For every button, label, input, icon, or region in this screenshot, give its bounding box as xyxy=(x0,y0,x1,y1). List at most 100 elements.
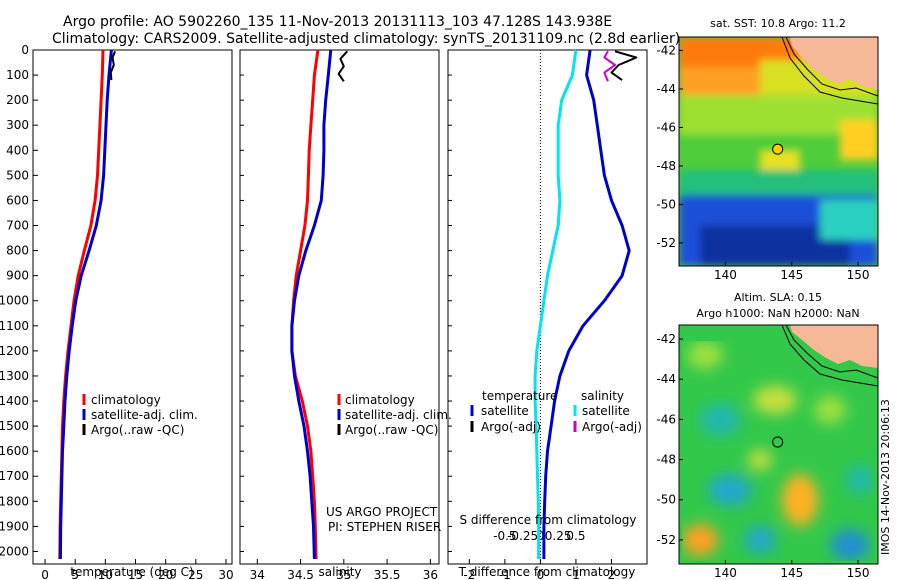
map-y-tick-label: -50 xyxy=(656,493,676,507)
map-y-tick-label: -52 xyxy=(656,236,676,250)
y-tick-label: 800 xyxy=(6,244,29,258)
legend-label-t-satellite: satellite xyxy=(481,404,529,418)
pi-label: PI: STEPHEN RISER xyxy=(328,520,441,534)
watermark: IMOS 14-Nov-2013 20:06:13 xyxy=(879,399,892,555)
x-tick-label: 15 xyxy=(128,568,143,580)
map-y-tick-label: -46 xyxy=(656,120,676,134)
tasmania-land xyxy=(790,325,878,368)
legend-label-t-argo: Argo(-adj) xyxy=(481,420,541,434)
series-line-climatology xyxy=(58,49,105,560)
x-tick-label: 2 xyxy=(608,568,616,580)
y-tick-label: 1700 xyxy=(0,469,29,483)
y-tick-label: 500 xyxy=(6,168,29,182)
y-tick-label: 1600 xyxy=(0,444,29,458)
y-tick-label: 1200 xyxy=(0,344,29,358)
sst-profile-marker xyxy=(772,143,784,155)
legend-label-argo: Argo(..raw -QC) xyxy=(91,423,184,437)
temperature-panel: 0 5 10 15 20 25 300100200300400500600700800900… xyxy=(0,43,234,580)
y-tick-label: 1800 xyxy=(0,494,29,508)
x-tick-label: 0 xyxy=(41,568,49,580)
x-tick-label: -2 xyxy=(463,568,475,580)
legend-label-satellite: satellite-adj. clim. xyxy=(345,408,452,422)
map-y-tick-label: -42 xyxy=(656,332,676,346)
tasmania-land xyxy=(790,37,878,90)
project-label: US ARGO PROJECT xyxy=(326,505,438,519)
salinity-panel: 34 34.5 35 35.5 36 salinity climatology sate… xyxy=(239,49,452,580)
s-tick-label: -0.5 xyxy=(493,529,516,543)
y-tick-label: 1000 xyxy=(0,294,29,308)
title-line-1: Argo profile: AO 5902260_135 11-Nov-2013… xyxy=(63,14,612,30)
map-y-tick-label: -46 xyxy=(656,412,676,426)
map-y-tick-label: -48 xyxy=(656,453,676,467)
s-tick-label: 0 xyxy=(537,529,545,543)
y-tick-label: 300 xyxy=(6,118,29,132)
map-x-tick-label: 145 xyxy=(780,268,803,282)
x-tick-label: 0 xyxy=(537,568,545,580)
legend-label-s-satellite: satellite xyxy=(582,404,630,418)
s-tick-label: -0.25 xyxy=(507,529,538,543)
sla-map-subtitle: Argo h1000: NaN h2000: NaN xyxy=(696,307,859,320)
series-line-satellite-adj-clim- xyxy=(58,49,113,560)
series-line-satellite xyxy=(533,49,578,559)
y-tick-label: 900 xyxy=(6,269,29,283)
series-line-argo-adj- xyxy=(610,50,638,81)
series-line-argo-raw-qc- xyxy=(109,50,116,81)
salinity-legend: climatology satellite-adj. clim. Argo(..… xyxy=(337,393,452,437)
x-tick-label: 35.5 xyxy=(374,568,401,580)
map-y-tick-label: -44 xyxy=(656,372,676,386)
x-tick-label: 34 xyxy=(250,568,265,580)
legend-head-temperature: temperature xyxy=(482,389,557,403)
title-line-2: Climatology: CARS2009. Satellite-adjuste… xyxy=(52,31,680,47)
legend-label-s-argo: Argo(-adj) xyxy=(582,420,642,434)
map-y-tick-label: -44 xyxy=(656,82,676,96)
x-tick-label: 34.5 xyxy=(287,568,314,580)
s-tick-label: 0.5 xyxy=(566,529,585,543)
y-tick-label: 400 xyxy=(6,143,29,157)
x-tick-label: 35 xyxy=(336,568,351,580)
t-diff-xlabel: T difference from climatology xyxy=(458,565,636,579)
series-line-argo-adj- xyxy=(603,50,616,82)
series-line-argo-raw-qc- xyxy=(337,50,349,82)
x-tick-label: 30 xyxy=(218,568,233,580)
map-y-tick-label: -42 xyxy=(656,43,676,57)
x-tick-label: 36 xyxy=(423,568,438,580)
sst-map: sat. SST: 10.8 Argo: 11.2 140 145 150 -42 -4… xyxy=(656,17,879,282)
salinity-xlabel: salinity xyxy=(318,565,361,579)
y-tick-label: 700 xyxy=(6,219,29,233)
series-line-satellite-adj-clim- xyxy=(290,49,333,560)
x-tick-label: -1 xyxy=(499,568,511,580)
difference-legend: temperature salinity satellite Argo(-adj… xyxy=(470,389,642,434)
y-tick-label: 1300 xyxy=(0,369,29,383)
legend-label-climatology: climatology xyxy=(345,393,415,407)
map-x-tick-label: 150 xyxy=(847,566,870,580)
y-tick-label: 1100 xyxy=(0,319,29,333)
y-tick-label: 600 xyxy=(6,193,29,207)
s-tick-label: 0.25 xyxy=(545,529,572,543)
map-y-tick-label: -50 xyxy=(656,197,676,211)
temperature-xlabel: temperature (deg C) xyxy=(70,565,193,579)
difference-panel: -2 -1 0 1 2-0.5-0.250 0.250.5 T difference fr… xyxy=(447,49,648,580)
y-tick-label: 1500 xyxy=(0,419,29,433)
series-line-satellite xyxy=(542,49,631,559)
sla-profile-marker xyxy=(772,436,784,448)
y-tick-label: 0 xyxy=(21,43,29,57)
s-diff-xlabel: S difference from climatology xyxy=(460,513,637,527)
y-tick-label: 2000 xyxy=(0,544,29,558)
map-x-tick-label: 140 xyxy=(714,268,737,282)
sla-map-title: Altim. SLA: 0.15 xyxy=(734,291,822,304)
y-tick-label: 200 xyxy=(6,93,29,107)
map-x-tick-label: 145 xyxy=(780,566,803,580)
map-x-tick-label: 150 xyxy=(847,268,870,282)
x-tick-label: 20 xyxy=(158,568,173,580)
map-y-tick-label: -48 xyxy=(656,159,676,173)
map-y-tick-label: -52 xyxy=(656,533,676,547)
x-tick-label: 5 xyxy=(71,568,79,580)
sla-map: Altim. SLA: 0.15 Argo h1000: NaN h2000: … xyxy=(656,291,879,580)
map-x-tick-label: 140 xyxy=(714,566,737,580)
x-tick-label: 1 xyxy=(572,568,580,580)
x-tick-label: 25 xyxy=(188,568,203,580)
sst-map-title: sat. SST: 10.8 Argo: 11.2 xyxy=(710,17,846,30)
legend-label-satellite: satellite-adj. clim. xyxy=(91,408,198,422)
temperature-legend: climatology satellite-adj. clim. Argo(..… xyxy=(82,393,198,437)
